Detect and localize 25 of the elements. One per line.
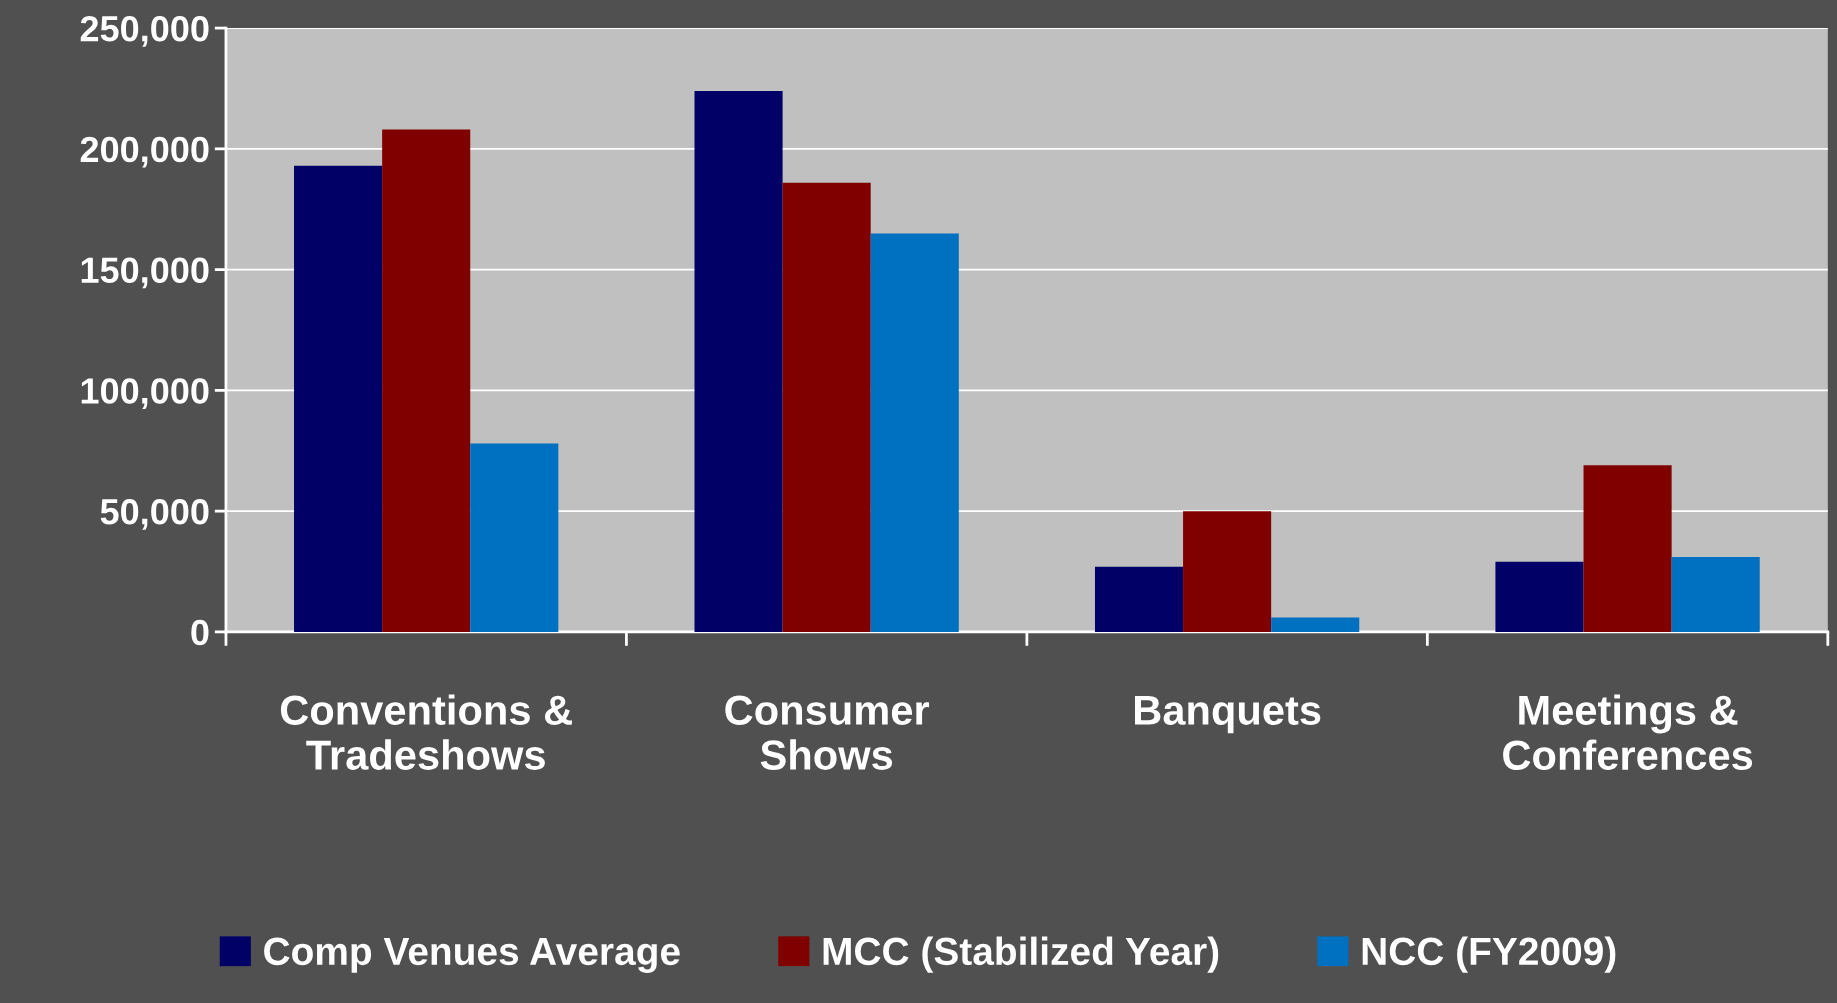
bar (1094, 566, 1184, 632)
y-tick-label: 250,000 (80, 15, 209, 47)
bar (294, 165, 383, 632)
y-tick-label: 0 (191, 619, 209, 646)
x-tick-label: Meetings & Conferences (1503, 694, 1753, 771)
bar (470, 443, 559, 632)
bar (382, 129, 471, 632)
legend-label: Comp Venues Average (264, 937, 680, 974)
x-tick-label: Conventions & Tradeshows (280, 694, 572, 770)
bar (1671, 557, 1760, 632)
y-tick-label: 150,000 (81, 257, 209, 289)
bar (1271, 617, 1360, 632)
x-tick-label: Banquets (1134, 695, 1321, 734)
bar (1183, 511, 1272, 632)
legend-label: MCC (Stabilized Year) (823, 936, 1219, 973)
bar (1495, 561, 1584, 632)
bar (782, 182, 871, 632)
bar (694, 90, 783, 632)
y-tick-label: 200,000 (80, 136, 209, 168)
bar (1583, 465, 1672, 632)
x-tick-label: Consumer Shows (725, 695, 930, 770)
y-tick-label: 100,000 (81, 378, 209, 410)
y-tick-label: 50,000 (100, 499, 209, 530)
legend-label: NCC (FY2009) (1362, 936, 1616, 973)
bar (870, 233, 959, 632)
